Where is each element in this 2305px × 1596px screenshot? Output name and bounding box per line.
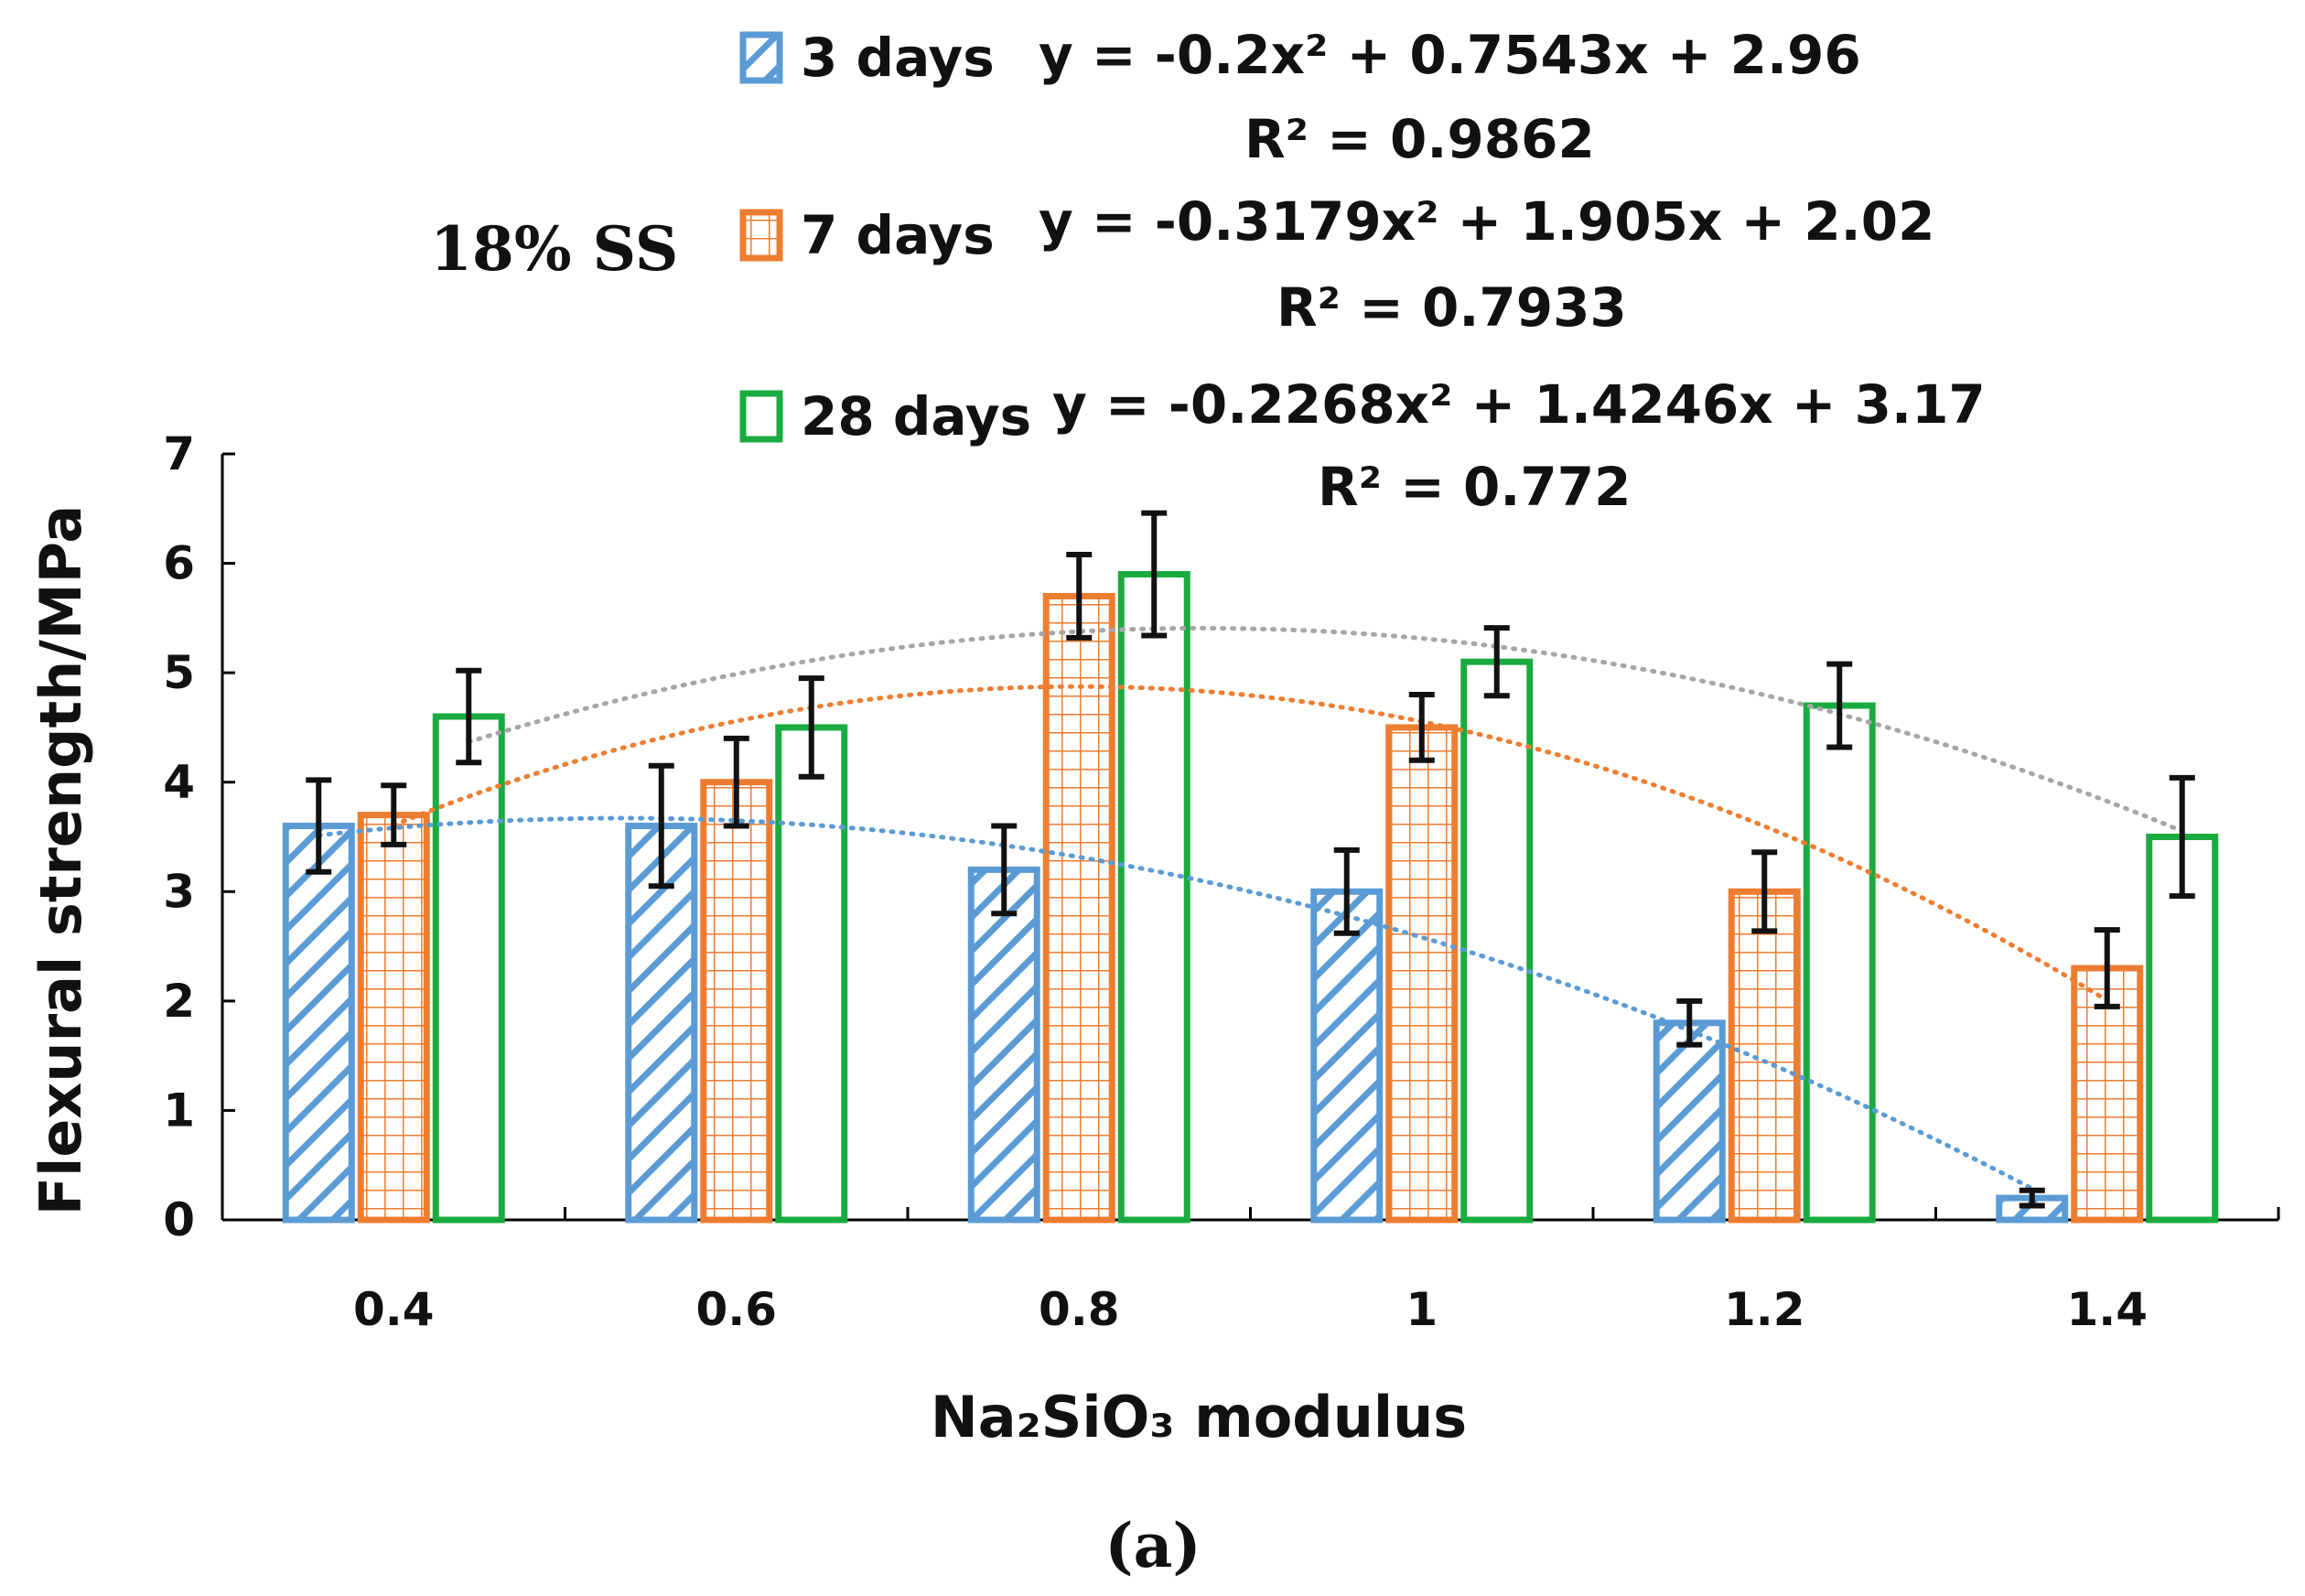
- error-bar: [306, 777, 332, 875]
- error-bar: [1483, 625, 1510, 699]
- bar-3-days-0.8: [967, 866, 1040, 1224]
- x-tick-label: 0.6: [695, 1283, 777, 1336]
- bar-7-days-1.2: [1728, 888, 1801, 1224]
- bar-28-days-0.8: [1117, 571, 1190, 1224]
- bar-28-days-0.6: [775, 724, 848, 1224]
- legend-swatch-28-days: [739, 390, 783, 443]
- error-bar: [2094, 927, 2120, 1009]
- x-tick-label: 0.4: [353, 1283, 435, 1336]
- legend: 3 days y = -0.2x² + 0.7543x + 2.96 R² = …: [739, 24, 1986, 518]
- r2-3-days: R² = 0.9862: [1244, 108, 1595, 170]
- bar-3-days-0.6: [625, 823, 698, 1224]
- bar-7-days-0.8: [1042, 592, 1115, 1224]
- trendline-28-days: [466, 626, 2185, 834]
- x-axis-title: Na₂SiO₃ modulus: [931, 1384, 1467, 1450]
- error-bar: [1333, 847, 1360, 936]
- plot-area: 0 1 2 3 4 5 6 7 0.4 0.6 0.8 1 1.2 1.4: [163, 427, 2280, 1336]
- error-bar: [1676, 998, 1703, 1048]
- error-bar: [456, 667, 482, 766]
- error-bar: [1751, 849, 1778, 934]
- error-bar: [1826, 661, 1853, 750]
- error-bar: [798, 675, 824, 780]
- bar-3-days-1.2: [1653, 1019, 1726, 1224]
- x-tick-label: 0.8: [1039, 1283, 1120, 1336]
- legend-label-7-days: 7 days: [801, 204, 995, 266]
- bar-28-days-1.4: [2146, 834, 2219, 1224]
- error-bar: [1408, 692, 1435, 763]
- legend-label-28-days: 28 days: [801, 385, 1031, 448]
- legend-swatch-3-days: [739, 31, 783, 84]
- bar-7-days-0.4: [357, 812, 430, 1224]
- error-bar: [648, 762, 674, 890]
- x-tick-label: 1: [1406, 1283, 1438, 1336]
- bar-3-days-0.4: [282, 823, 355, 1224]
- y-tick-label: 2: [163, 975, 195, 1028]
- legend-swatch-7-days: [739, 209, 783, 262]
- error-bar: [723, 735, 749, 829]
- bar-28-days-0.4: [432, 713, 505, 1224]
- sample-annotation: 18% SS: [430, 213, 678, 285]
- x-tick-label: 1.4: [2066, 1283, 2148, 1336]
- error-bar: [1066, 552, 1093, 641]
- r2-7-days: R² = 0.7933: [1276, 276, 1627, 339]
- equation-28-days: y = -0.2268x² + 1.4246x + 3.17: [1052, 373, 1986, 436]
- y-tick-label: 4: [163, 756, 195, 809]
- bar-7-days-1.4: [2071, 965, 2144, 1224]
- trendline-7-days: [391, 684, 2110, 1003]
- error-bar: [1141, 510, 1168, 639]
- bar-3-days-1: [1310, 888, 1384, 1224]
- y-tick-label: 6: [163, 537, 195, 590]
- y-tick-label: 3: [163, 865, 195, 918]
- bar-28-days-1.2: [1803, 702, 1876, 1224]
- figure-caption: (a): [1104, 1510, 1201, 1581]
- y-tick-label: 1: [163, 1084, 195, 1137]
- r2-28-days: R² = 0.772: [1318, 456, 1632, 518]
- equation-3-days: y = -0.2x² + 0.7543x + 2.96: [1039, 24, 1861, 86]
- error-bar: [2019, 1187, 2045, 1209]
- bar-7-days-0.6: [700, 779, 773, 1224]
- trendline-3-days: [316, 815, 2035, 1192]
- y-axis-title: Flexural strength/MPa: [27, 505, 94, 1215]
- error-bar: [381, 782, 407, 847]
- equation-7-days: y = -0.3179x² + 1.905x + 2.02: [1039, 190, 1934, 253]
- x-tick-label: 1.2: [1724, 1283, 1805, 1336]
- error-bar: [991, 823, 1018, 917]
- y-tick-label: 7: [163, 427, 195, 480]
- y-tick-label: 0: [163, 1193, 195, 1246]
- bar-7-days-1: [1385, 724, 1459, 1224]
- error-bar: [2169, 774, 2195, 900]
- legend-label-3-days: 3 days: [801, 27, 995, 89]
- y-tick-label: 5: [163, 646, 195, 699]
